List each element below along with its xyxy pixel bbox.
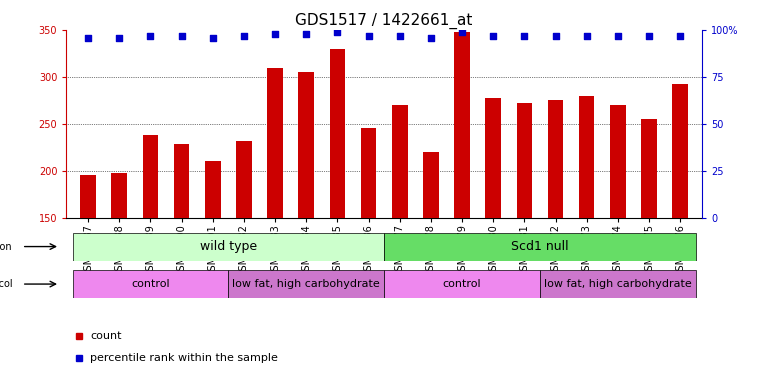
Title: GDS1517 / 1422661_at: GDS1517 / 1422661_at [296,12,473,28]
Bar [236,141,252,358]
Text: low fat, high carbohydrate: low fat, high carbohydrate [544,279,692,289]
Point [487,33,499,39]
Text: control: control [443,279,481,289]
Text: protocol: protocol [0,279,12,289]
Point [300,31,313,37]
Bar [423,152,438,358]
Text: percentile rank within the sample: percentile rank within the sample [90,352,278,363]
Text: wild type: wild type [200,240,257,253]
Bar [330,49,346,358]
Point [269,31,282,37]
Text: low fat, high carbohydrate: low fat, high carbohydrate [232,279,380,289]
Point [176,33,188,39]
Bar [174,144,190,358]
Bar [268,68,283,358]
Point [393,33,406,39]
Point [332,29,344,35]
Point [518,33,530,39]
Bar [485,99,501,358]
Bar [112,173,127,358]
Point [456,29,468,35]
Point [144,33,157,39]
Bar [548,100,563,358]
Bar [229,270,384,298]
Point [612,33,624,39]
Bar [516,103,532,358]
Bar [384,232,696,261]
Text: Scd1 null: Scd1 null [511,240,569,253]
Point [82,34,94,40]
Bar [579,96,594,358]
Bar [454,32,470,358]
Bar [73,232,384,261]
Point [113,34,126,40]
Bar [384,270,540,298]
Bar [392,105,407,358]
Point [580,33,593,39]
Bar [540,270,696,298]
Bar [205,161,221,358]
Bar [73,270,229,298]
Bar [672,84,688,358]
Text: control: control [131,279,170,289]
Bar [299,72,314,358]
Point [238,33,250,39]
Text: count: count [90,331,122,341]
Point [643,33,655,39]
Bar [610,105,626,358]
Bar [143,135,158,358]
Bar [361,128,377,358]
Point [363,33,375,39]
Point [207,34,219,40]
Point [674,33,686,39]
Text: genotype/variation: genotype/variation [0,242,12,252]
Point [549,33,562,39]
Bar [641,119,657,358]
Bar [80,176,96,358]
Point [424,34,437,40]
